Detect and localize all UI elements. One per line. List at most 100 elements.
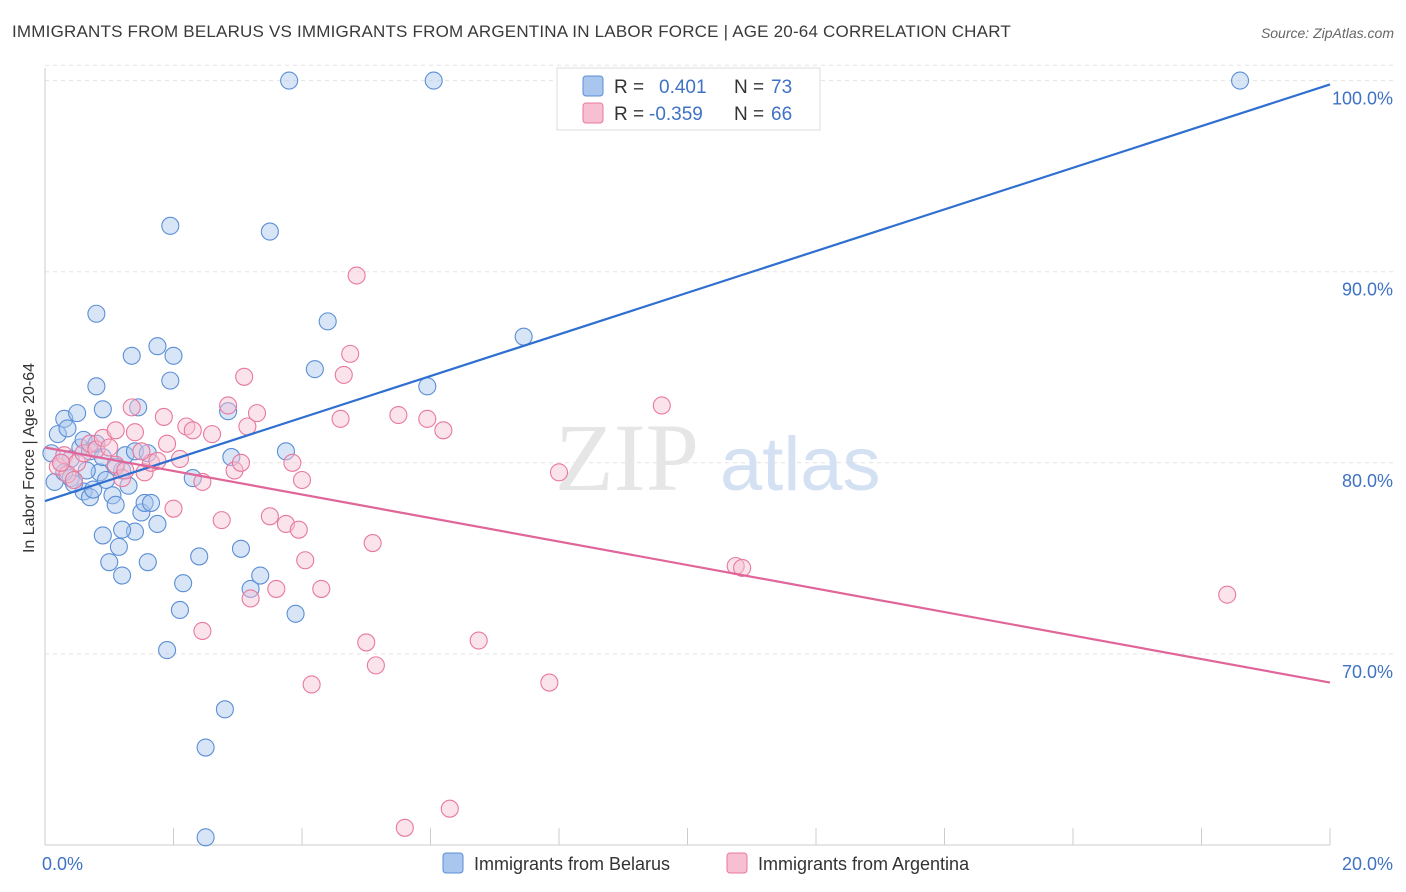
point-belarus — [280, 71, 299, 90]
point-argentina — [283, 453, 302, 472]
point-argentina — [231, 453, 251, 472]
point-argentina — [193, 621, 212, 641]
point-argentina — [106, 421, 125, 440]
series-argentina-points — [48, 266, 1237, 837]
point-belarus — [514, 327, 533, 346]
legend-n-label-argentina: N = — [734, 104, 764, 125]
point-argentina — [183, 421, 202, 440]
point-belarus — [93, 526, 112, 545]
point-argentina — [363, 534, 382, 553]
point-argentina — [247, 404, 267, 423]
point-belarus — [129, 398, 148, 417]
point-argentina — [331, 409, 350, 428]
y-tick-label: 70.0% — [1342, 662, 1393, 682]
point-argentina — [469, 631, 488, 650]
y-tick-labels: 70.0% 80.0% 90.0% 100.0% — [1332, 89, 1393, 682]
point-argentina — [225, 461, 244, 480]
point-belarus — [219, 402, 238, 421]
point-belarus — [77, 461, 96, 480]
point-belarus — [251, 566, 270, 585]
point-belarus — [96, 470, 116, 490]
point-belarus — [158, 641, 177, 660]
point-belarus — [305, 360, 324, 379]
legend-n-label-belarus: N = — [734, 77, 764, 98]
point-argentina — [440, 799, 459, 818]
point-belarus — [148, 337, 167, 356]
point-argentina — [158, 434, 177, 453]
point-argentina — [132, 442, 151, 461]
point-argentina — [549, 463, 569, 482]
point-argentina — [219, 396, 238, 415]
point-belarus — [103, 486, 122, 505]
legend-top: R = 0.401 N = 73 R = -0.359 N = 66 — [556, 67, 821, 131]
point-argentina — [260, 507, 279, 526]
watermark-atlas: atlas — [720, 422, 881, 507]
point-belarus — [93, 400, 112, 419]
point-argentina — [203, 425, 222, 444]
legend-swatch-argentina — [582, 102, 604, 124]
point-argentina — [366, 656, 385, 675]
point-belarus — [196, 828, 215, 847]
point-argentina — [312, 579, 331, 598]
point-belarus — [418, 377, 437, 396]
legend-r-value-argentina: -0.359 — [649, 104, 703, 125]
legend-n-value-belarus: 73 — [771, 77, 792, 98]
point-argentina — [347, 266, 366, 285]
point-belarus — [215, 700, 234, 719]
point-belarus — [286, 604, 305, 623]
x-tick-label: 0.0% — [42, 854, 83, 874]
point-argentina — [125, 423, 144, 442]
legend-r-label-argentina: R = — [614, 104, 644, 125]
y-tick-label: 80.0% — [1342, 471, 1393, 491]
point-belarus — [106, 495, 125, 514]
y-tick-label: 100.0% — [1332, 89, 1393, 109]
point-belarus — [113, 520, 132, 539]
point-argentina — [289, 520, 308, 539]
point-belarus — [100, 553, 119, 572]
point-belarus — [222, 448, 241, 467]
point-argentina — [267, 579, 286, 598]
legend-bottom: Immigrants from Belarus Immigrants from … — [442, 852, 970, 874]
point-belarus — [190, 547, 209, 566]
point-argentina — [389, 405, 408, 425]
source-label: Source: ZipAtlas.com — [1260, 25, 1394, 41]
point-argentina — [52, 453, 71, 472]
point-belarus — [84, 480, 103, 499]
point-argentina — [357, 633, 376, 652]
legend-bottom-label-belarus: Immigrants from Belarus — [474, 854, 670, 874]
point-argentina — [292, 470, 312, 490]
point-belarus — [260, 222, 279, 241]
y-axis-label: In Labor Force | Age 20-64 — [21, 363, 38, 553]
trend-line-argentina — [44, 446, 1331, 684]
point-belarus — [141, 493, 161, 512]
legend-n-value-argentina: 66 — [771, 104, 792, 125]
point-argentina — [418, 409, 437, 428]
legend-r-label-belarus: R = — [614, 77, 644, 98]
watermark-zip: ZIP — [555, 404, 699, 511]
point-belarus — [161, 216, 180, 235]
legend-swatch-belarus — [582, 75, 604, 97]
point-argentina — [296, 551, 315, 570]
point-argentina — [540, 673, 559, 692]
point-argentina — [652, 396, 671, 415]
point-belarus — [161, 371, 180, 390]
point-belarus — [424, 71, 443, 90]
point-belarus — [196, 738, 215, 757]
point-argentina — [64, 470, 83, 490]
point-argentina — [100, 438, 119, 457]
legend-bottom-swatch-belarus — [442, 852, 464, 874]
x-tick-labels: 0.0% 20.0% — [42, 854, 1393, 874]
point-argentina — [241, 589, 260, 608]
point-belarus — [48, 425, 67, 444]
point-belarus — [148, 514, 167, 534]
point-belarus — [231, 539, 251, 558]
point-argentina — [302, 675, 321, 694]
y-tick-label: 90.0% — [1342, 280, 1393, 300]
point-argentina — [395, 818, 414, 837]
grid — [45, 64, 1395, 655]
point-belarus — [122, 346, 141, 365]
legend-bottom-label-argentina: Immigrants from Argentina — [758, 854, 970, 874]
chart-title: IMMIGRANTS FROM BELARUS VS IMMIGRANTS FR… — [12, 22, 1011, 41]
point-belarus — [119, 476, 138, 495]
